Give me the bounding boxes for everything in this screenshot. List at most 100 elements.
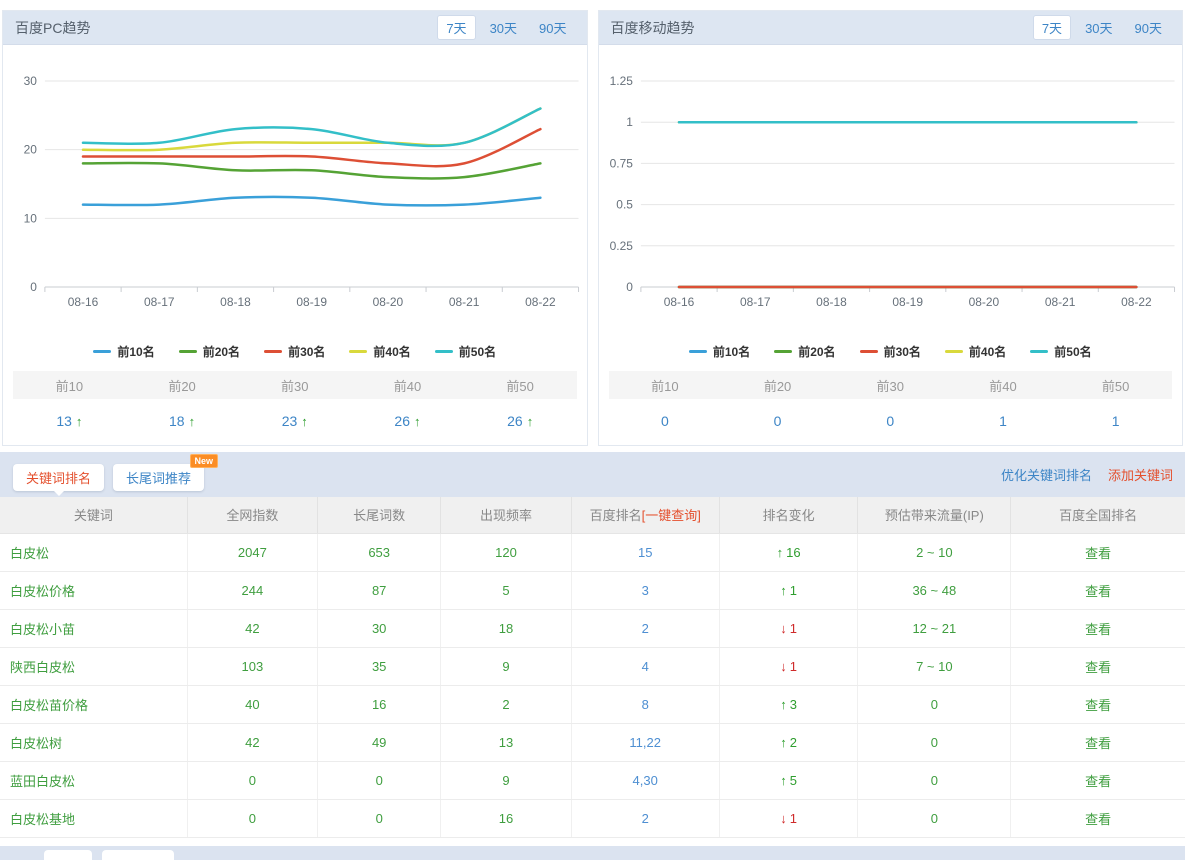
range-tab-7d[interactable]: 7天	[1032, 15, 1072, 40]
legend-marker-top50	[434, 349, 453, 353]
up-arrow-icon: ↑	[780, 582, 787, 598]
summary-value-top40: 26 ↑	[394, 413, 421, 429]
legend-item-top10[interactable]: 前10名	[93, 343, 155, 360]
cell-longtail: 0	[317, 799, 441, 838]
cell-change: ↑ 5	[718, 761, 858, 800]
cell-view: 查看	[1010, 685, 1185, 724]
bottom-tab-stub-1[interactable]	[44, 849, 92, 862]
cell-longtail: 0	[317, 761, 441, 800]
legend-label: 前10名	[117, 344, 155, 359]
pc-panel-title: 百度PC趋势	[15, 19, 91, 36]
summary-header-row: 前10 前20 前30 前40 前50	[13, 371, 577, 399]
cell-keyword[interactable]: 白皮松	[0, 533, 188, 572]
summary-label-top20: 前20	[763, 378, 792, 394]
up-arrow-icon: ↑	[414, 414, 421, 429]
cell-traffic: 12 ~ 21	[857, 609, 1011, 648]
svg-text:08-21: 08-21	[449, 295, 480, 309]
cell-change: ↓ 1	[718, 609, 858, 648]
legend-label: 前50名	[1054, 344, 1092, 359]
pc-rank-summary: 前10 前20 前30 前40 前50 13 ↑ 18 ↑ 23 ↑ 26 ↑ 26 ↑	[13, 371, 577, 445]
view-link[interactable]: 查看	[1085, 621, 1112, 637]
cell-index: 42	[186, 609, 318, 648]
summary-value-top10: 13 ↑	[56, 413, 83, 429]
svg-text:0: 0	[626, 280, 633, 294]
summary-value-top50: 26 ↑	[507, 413, 534, 429]
svg-text:20: 20	[24, 143, 38, 157]
view-link[interactable]: 查看	[1085, 735, 1112, 751]
cell-keyword[interactable]: 白皮松苗价格	[0, 685, 188, 724]
cell-rank: 15	[570, 533, 720, 572]
svg-text:08-16: 08-16	[663, 295, 694, 309]
change-value: 16	[786, 544, 801, 560]
bottom-tabbar	[0, 845, 1185, 862]
chart-legend: 前10名 前20名 前30名 前40名 前50名	[3, 341, 587, 361]
legend-marker-top10	[688, 349, 707, 353]
pc-trend-chart: 0 10 20 30 08-16 08-17 08-18 08-19 08-20 08-21 08-…	[24, 74, 580, 309]
summary-value-top20: 18 ↑	[169, 413, 196, 429]
range-tab-7d[interactable]: 7天	[437, 15, 476, 40]
legend-marker-top30	[859, 349, 878, 353]
view-link[interactable]: 查看	[1085, 659, 1112, 675]
view-link[interactable]: 查看	[1085, 545, 1112, 561]
optimize-keywords-link[interactable]: 优化关键词排名	[1000, 468, 1092, 483]
legend-item-top30[interactable]: 前30名	[264, 343, 325, 360]
legend-marker-top20	[178, 349, 197, 353]
cell-keyword[interactable]: 白皮松基地	[0, 799, 188, 838]
tab-keyword-ranking[interactable]: 关键词排名	[13, 464, 105, 496]
legend-item-top50[interactable]: 前50名	[1030, 343, 1092, 360]
cell-rank: 4,30	[570, 761, 720, 800]
range-tab-90d[interactable]: 90天	[1134, 21, 1162, 36]
cell-rank: 4	[570, 647, 720, 686]
view-link[interactable]: 查看	[1085, 773, 1112, 789]
svg-text:08-18: 08-18	[220, 295, 251, 309]
view-link[interactable]: 查看	[1085, 583, 1112, 599]
summary-label-top10: 前10	[55, 378, 84, 394]
keyword-ranking-table: 关键词 全网指数 长尾词数 出现频率 百度排名[一键查询] 排名变化 预估带来流量(IP) 百…	[0, 497, 1185, 838]
legend-item-top20[interactable]: 前20名	[774, 343, 836, 360]
cell-change: ↓ 1	[718, 799, 858, 838]
summary-value-top50: 1	[1111, 413, 1120, 429]
chart-legend: 前10名 前20名 前30名 前40名 前50名	[599, 341, 1183, 361]
summary-label-top30: 前30	[281, 378, 309, 394]
summary-label-top40: 前40	[989, 378, 1017, 394]
summary-label-top20: 前20	[168, 378, 196, 394]
range-tab-90d[interactable]: 90天	[539, 21, 567, 36]
view-link[interactable]: 查看	[1085, 697, 1112, 713]
legend-item-top30[interactable]: 前30名	[859, 343, 921, 360]
legend-label: 前30名	[883, 344, 921, 359]
summary-value-row: 0 0 0 1 1	[609, 399, 1173, 445]
range-tab-30d[interactable]: 30天	[489, 21, 518, 36]
cell-index: 244	[186, 571, 318, 610]
legend-item-top20[interactable]: 前20名	[178, 343, 240, 360]
legend-item-top10[interactable]: 前10名	[688, 343, 750, 360]
bottom-tab-stub-2[interactable]	[102, 849, 174, 862]
legend-item-top40[interactable]: 前40名	[944, 343, 1006, 360]
svg-text:0.25: 0.25	[609, 239, 633, 253]
pc-trend-panel: 百度PC趋势 7天 30天 90天 0 10 20 30 08-16 08-17 08-18 08…	[2, 10, 588, 446]
cell-keyword[interactable]: 蓝田白皮松	[0, 761, 188, 800]
cell-longtail: 16	[317, 685, 441, 724]
keyword-section-tabbar: 关键词排名 长尾词推荐 New 优化关键词排名 添加关键词	[0, 452, 1185, 497]
down-arrow-icon: ↓	[780, 658, 787, 674]
col-header-traffic: 预估带来流量(IP)	[857, 497, 1011, 534]
cell-keyword[interactable]: 白皮松树	[0, 723, 188, 762]
tab-longtail-recommend[interactable]: 长尾词推荐 New	[113, 454, 219, 491]
cell-keyword[interactable]: 白皮松小苗	[0, 609, 188, 648]
col-header-longtail: 长尾词数	[317, 497, 441, 534]
cell-frequency: 120	[440, 533, 572, 572]
range-tab-30d[interactable]: 30天	[1085, 21, 1113, 36]
legend-item-top50[interactable]: 前50名	[434, 343, 496, 360]
view-link[interactable]: 查看	[1085, 811, 1112, 827]
summary-label-top30: 前30	[876, 378, 904, 394]
one-click-query-link[interactable]: [一键查询]	[641, 508, 701, 524]
summary-label-top50: 前50	[506, 378, 534, 394]
legend-item-top40[interactable]: 前40名	[349, 343, 411, 360]
svg-text:08-18: 08-18	[816, 295, 847, 309]
add-keyword-link[interactable]: 添加关键词	[1107, 468, 1173, 483]
cell-index: 40	[186, 685, 318, 724]
legend-label: 前20名	[798, 344, 836, 359]
cell-keyword[interactable]: 白皮松价格	[0, 571, 188, 610]
cell-keyword[interactable]: 陕西白皮松	[0, 647, 188, 686]
cell-view: 查看	[1010, 647, 1185, 686]
